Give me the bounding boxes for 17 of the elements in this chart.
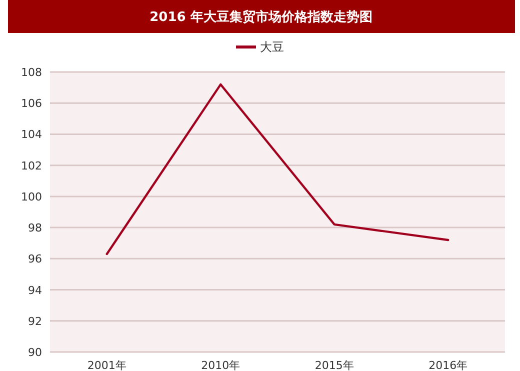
chart-title: 2016 年大豆集贸市场价格指数走势图 [150, 9, 372, 25]
y-tick-label: 92 [28, 314, 42, 328]
y-tick-label: 104 [21, 128, 42, 142]
y-tick-label: 94 [28, 284, 42, 297]
x-tick-label: 2015年 [314, 359, 354, 371]
y-tick-label: 106 [21, 97, 42, 110]
x-tick-label: 2010年 [201, 359, 240, 371]
y-tick-label: 100 [21, 190, 42, 204]
y-tick-label: 96 [28, 252, 42, 266]
x-tick-label: 2016年 [428, 359, 468, 371]
y-tick-label: 102 [21, 159, 42, 172]
y-tick-label: 98 [28, 222, 42, 235]
y-tick-label: 90 [28, 346, 42, 359]
y-tick-label: 108 [21, 66, 42, 79]
legend-label: 大豆 [260, 40, 284, 54]
line-series [106, 83, 450, 256]
x-tick-label: 2001年 [87, 359, 126, 371]
